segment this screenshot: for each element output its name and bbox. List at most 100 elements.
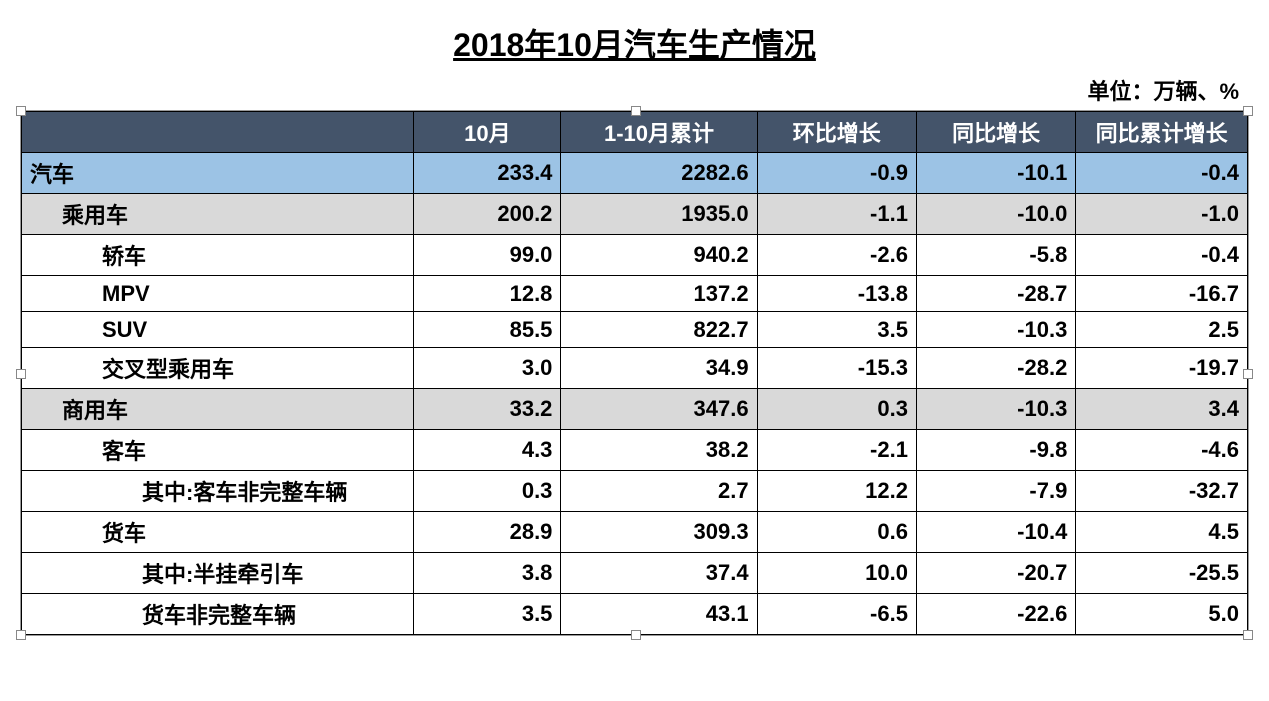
- data-cell: 12.8: [414, 276, 561, 312]
- data-cell: -32.7: [1076, 471, 1248, 512]
- data-cell: 233.4: [414, 153, 561, 194]
- data-cell: -4.6: [1076, 430, 1248, 471]
- data-cell: -0.4: [1076, 235, 1248, 276]
- data-cell: 4.3: [414, 430, 561, 471]
- resize-handle-bottom-left[interactable]: [16, 630, 26, 640]
- row-label: 乘用车: [22, 194, 414, 235]
- data-cell: 85.5: [414, 312, 561, 348]
- data-cell: 822.7: [561, 312, 757, 348]
- header-cell: 10月: [414, 112, 561, 153]
- table-row: 汽车233.42282.6-0.9-10.1-0.4: [22, 153, 1248, 194]
- data-cell: -20.7: [916, 553, 1075, 594]
- data-cell: 99.0: [414, 235, 561, 276]
- data-cell: 12.2: [757, 471, 916, 512]
- row-label: 货车: [22, 512, 414, 553]
- data-cell: -1.1: [757, 194, 916, 235]
- data-cell: 0.6: [757, 512, 916, 553]
- data-cell: -10.3: [916, 389, 1075, 430]
- page-container: 2018年10月汽车生产情况 单位：万辆、% 10月1-10月累计环比增长同比增…: [20, 20, 1249, 636]
- data-cell: 309.3: [561, 512, 757, 553]
- header-cell: 同比增长: [916, 112, 1075, 153]
- row-label: SUV: [22, 312, 414, 348]
- header-cell: 环比增长: [757, 112, 916, 153]
- resize-handle-mid-right[interactable]: [1243, 369, 1253, 379]
- data-cell: -28.2: [916, 348, 1075, 389]
- data-cell: 34.9: [561, 348, 757, 389]
- data-cell: -13.8: [757, 276, 916, 312]
- row-label: 交叉型乘用车: [22, 348, 414, 389]
- data-cell: 10.0: [757, 553, 916, 594]
- data-cell: 940.2: [561, 235, 757, 276]
- table-head: 10月1-10月累计环比增长同比增长同比累计增长: [22, 112, 1248, 153]
- data-cell: 4.5: [1076, 512, 1248, 553]
- data-cell: 137.2: [561, 276, 757, 312]
- row-label: 其中:客车非完整车辆: [22, 471, 414, 512]
- table-row: 其中:客车非完整车辆0.32.712.2-7.9-32.7: [22, 471, 1248, 512]
- header-cell-label: [22, 112, 414, 153]
- data-cell: 0.3: [414, 471, 561, 512]
- data-cell: -22.6: [916, 594, 1075, 635]
- unit-label: 单位：万辆、%: [20, 74, 1249, 106]
- data-cell: 5.0: [1076, 594, 1248, 635]
- table-row: 其中:半挂牵引车3.837.410.0-20.7-25.5: [22, 553, 1248, 594]
- data-cell: 3.0: [414, 348, 561, 389]
- row-label: 其中:半挂牵引车: [22, 553, 414, 594]
- data-cell: -25.5: [1076, 553, 1248, 594]
- data-cell: -10.3: [916, 312, 1075, 348]
- data-cell: 2282.6: [561, 153, 757, 194]
- table-row: 轿车99.0940.2-2.6-5.8-0.4: [22, 235, 1248, 276]
- data-cell: 0.3: [757, 389, 916, 430]
- row-label: MPV: [22, 276, 414, 312]
- data-cell: -5.8: [916, 235, 1075, 276]
- data-cell: -0.9: [757, 153, 916, 194]
- header-cell: 1-10月累计: [561, 112, 757, 153]
- table-row: MPV12.8137.2-13.8-28.7-16.7: [22, 276, 1248, 312]
- data-cell: 1935.0: [561, 194, 757, 235]
- data-cell: 3.5: [414, 594, 561, 635]
- table-selection-frame[interactable]: 10月1-10月累计环比增长同比增长同比累计增长 汽车233.42282.6-0…: [20, 110, 1249, 636]
- data-cell: 2.5: [1076, 312, 1248, 348]
- row-label: 货车非完整车辆: [22, 594, 414, 635]
- table-row: 客车4.338.2-2.1-9.8-4.6: [22, 430, 1248, 471]
- data-cell: 200.2: [414, 194, 561, 235]
- table-body: 汽车233.42282.6-0.9-10.1-0.4乘用车200.21935.0…: [22, 153, 1248, 635]
- data-cell: 347.6: [561, 389, 757, 430]
- resize-handle-top-mid[interactable]: [631, 106, 641, 116]
- header-cell: 同比累计增长: [1076, 112, 1248, 153]
- table-row: 乘用车200.21935.0-1.1-10.0-1.0: [22, 194, 1248, 235]
- data-cell: 3.5: [757, 312, 916, 348]
- data-cell: -9.8: [916, 430, 1075, 471]
- data-cell: 2.7: [561, 471, 757, 512]
- data-cell: 28.9: [414, 512, 561, 553]
- resize-handle-top-left[interactable]: [16, 106, 26, 116]
- data-cell: -15.3: [757, 348, 916, 389]
- data-cell: 3.8: [414, 553, 561, 594]
- data-cell: -10.1: [916, 153, 1075, 194]
- data-cell: -6.5: [757, 594, 916, 635]
- data-cell: 33.2: [414, 389, 561, 430]
- resize-handle-bottom-right[interactable]: [1243, 630, 1253, 640]
- table-row: 商用车33.2347.60.3-10.33.4: [22, 389, 1248, 430]
- resize-handle-bottom-mid[interactable]: [631, 630, 641, 640]
- row-label: 轿车: [22, 235, 414, 276]
- row-label: 商用车: [22, 389, 414, 430]
- row-label: 客车: [22, 430, 414, 471]
- data-cell: -16.7: [1076, 276, 1248, 312]
- data-cell: -19.7: [1076, 348, 1248, 389]
- data-cell: 38.2: [561, 430, 757, 471]
- table-row: 交叉型乘用车3.034.9-15.3-28.2-19.7: [22, 348, 1248, 389]
- table-row: SUV85.5822.73.5-10.32.5: [22, 312, 1248, 348]
- data-cell: -10.4: [916, 512, 1075, 553]
- data-cell: -1.0: [1076, 194, 1248, 235]
- table-row: 货车28.9309.30.6-10.44.5: [22, 512, 1248, 553]
- table-row: 货车非完整车辆3.543.1-6.5-22.65.0: [22, 594, 1248, 635]
- data-cell: -2.6: [757, 235, 916, 276]
- resize-handle-top-right[interactable]: [1243, 106, 1253, 116]
- data-cell: -28.7: [916, 276, 1075, 312]
- data-cell: 3.4: [1076, 389, 1248, 430]
- data-cell: 37.4: [561, 553, 757, 594]
- data-cell: 43.1: [561, 594, 757, 635]
- data-cell: -7.9: [916, 471, 1075, 512]
- page-title: 2018年10月汽车生产情况: [20, 20, 1249, 66]
- resize-handle-mid-left[interactable]: [16, 369, 26, 379]
